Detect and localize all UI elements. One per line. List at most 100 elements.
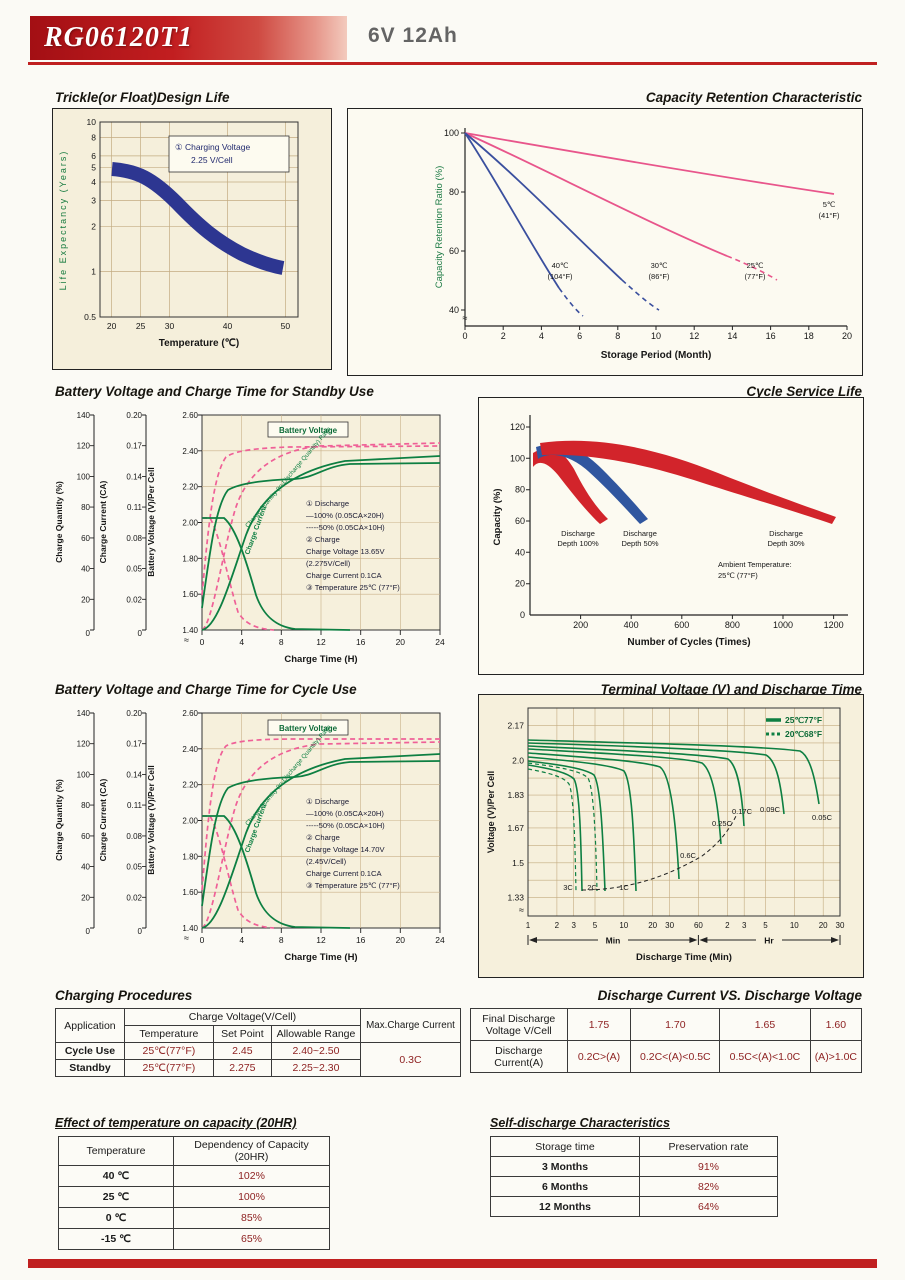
svg-text:0.05C: 0.05C: [812, 813, 833, 822]
svg-text:2: 2: [91, 222, 96, 232]
svg-text:0.09C: 0.09C: [760, 805, 781, 814]
curve-30c-solid: [464, 132, 623, 281]
svg-text:4: 4: [91, 177, 96, 187]
svg-text:② Charge: ② Charge: [306, 833, 340, 842]
svg-text:Depth 100%: Depth 100%: [557, 539, 599, 548]
svg-text:0: 0: [462, 331, 467, 341]
svg-text:20: 20: [396, 935, 406, 945]
current-curve-50pct: [202, 815, 275, 929]
svg-text:30℃: 30℃: [651, 261, 668, 270]
svg-text:1: 1: [526, 921, 531, 930]
quantity-curve-100pct: [201, 753, 441, 929]
conditions-legend: ① Discharge —100% (0.05CA×20H) -----50% (0…: [306, 797, 400, 890]
band-labels: Discharge Depth 100% Discharge Depth 50%…: [557, 529, 805, 548]
svg-text:60: 60: [449, 246, 459, 256]
svg-text:1.33: 1.33: [507, 893, 524, 903]
svg-text:10: 10: [651, 331, 661, 341]
svg-text:200: 200: [573, 620, 588, 630]
svg-text:(41°F): (41°F): [819, 211, 840, 220]
svg-text:② Charge: ② Charge: [306, 535, 340, 544]
legend-line-1: ① Charging Voltage: [175, 142, 250, 152]
svg-text:Discharge: Discharge: [561, 529, 595, 538]
svg-text:1.83: 1.83: [507, 790, 524, 800]
svg-text:-----50% (0.05CA×10H): -----50% (0.05CA×10H): [306, 523, 385, 532]
voltage-tag: Battery Voltage: [279, 724, 338, 733]
title-temp-capacity: Effect of temperature on capacity (20HR): [55, 1116, 297, 1130]
svg-text:Discharge: Discharge: [769, 529, 803, 538]
model-number: RG06120T1: [44, 22, 193, 53]
svg-text:(2.275V/Cell): (2.275V/Cell): [306, 559, 351, 568]
current-curve-100pct: [202, 517, 351, 631]
svg-text:0.05: 0.05: [126, 565, 142, 574]
table-row: 6 Months 82%: [490, 1176, 778, 1197]
svg-text:Discharge: Discharge: [623, 529, 657, 538]
x-tick-labels: 200 400 600 800 1000 1200: [573, 620, 844, 630]
current-axis-label: Charge Current (CA): [98, 779, 108, 862]
svg-text:3: 3: [742, 921, 747, 930]
x-axis-label: Storage Period (Month): [601, 350, 712, 361]
scale-separators: [527, 935, 841, 945]
ambient-line-2: 25℃ (77°F): [718, 571, 758, 580]
svg-text:4: 4: [239, 935, 244, 945]
terminal-voltage-chart: 25℃77°F 20℃68°F 3C 2C 1C 0.6C 0.25C 0.17C 0.09…: [478, 694, 864, 978]
curve-30c-dashed: [621, 279, 660, 311]
title-cycle-use: Battery Voltage and Charge Time for Cycl…: [55, 682, 357, 697]
current-zero: 0: [138, 927, 143, 936]
curve-005c: [527, 739, 820, 805]
design-life-band: [111, 162, 285, 275]
svg-text:0.08: 0.08: [126, 534, 142, 543]
svg-text:1.60: 1.60: [182, 590, 198, 599]
voltage-tag-box: [267, 719, 349, 736]
table-row: 12 Months 64%: [490, 1196, 778, 1217]
svg-text:0.05: 0.05: [126, 863, 142, 872]
svg-text:1000: 1000: [773, 620, 793, 630]
chart-frame: [478, 694, 864, 978]
svg-text:① Discharge: ① Discharge: [306, 797, 349, 806]
cycle-life-chart: Discharge Depth 100% Discharge Depth 50%…: [478, 397, 864, 675]
svg-text:100: 100: [444, 128, 459, 138]
table-row: 25 ℃ 100%: [58, 1186, 330, 1208]
svg-text:1.5: 1.5: [512, 858, 524, 868]
plot-border: [527, 707, 841, 917]
ambient-line-1: Ambient Temperature:: [718, 560, 792, 569]
standby-charge-chart: Battery Voltage Charge Quantity (to-Disc…: [54, 411, 445, 665]
svg-text:1.80: 1.80: [182, 852, 198, 861]
svg-text:40: 40: [515, 547, 525, 557]
voltage-tag-box: [267, 421, 349, 438]
title-cycle-life: Cycle Service Life: [746, 384, 862, 399]
svg-text:0: 0: [200, 637, 205, 647]
current-tick-labels: 0.20 0.17 0.14 0.11 0.08 0.05 0.02: [126, 709, 142, 902]
table-row: 3 Months 91%: [490, 1156, 778, 1177]
svg-text:8: 8: [91, 132, 96, 142]
svg-text:③ Temperature 25℃ (77°F): ③ Temperature 25℃ (77°F): [306, 583, 400, 592]
svg-text:40: 40: [449, 305, 459, 315]
cycle-use-charge-chart: Battery Voltage Charge Quantity (to-Disc…: [54, 709, 445, 963]
footer-rule: [28, 1259, 877, 1268]
extra-axes: [93, 713, 147, 928]
charging-procedures-table: Application Charge Voltage(V/Cell) Max.C…: [55, 1008, 461, 1077]
y-axis-label: Voltage (V)/Per Cell: [486, 771, 496, 853]
svg-text:Depth 30%: Depth 30%: [767, 539, 804, 548]
x-tick-marks: [464, 326, 848, 330]
svg-text:16: 16: [356, 935, 366, 945]
quantity-zero: 0: [86, 927, 91, 936]
svg-text:2.60: 2.60: [182, 411, 198, 420]
svg-text:2: 2: [725, 921, 730, 930]
model-badge: RG06120T1: [30, 16, 347, 60]
svg-text:0.08: 0.08: [126, 832, 142, 841]
svg-text:100: 100: [77, 472, 91, 481]
quantity-axis-label: Charge Quantity (%): [54, 779, 64, 861]
x-tick-labels: 0 2 4 6 8 10 12 14 16 18 20: [462, 331, 852, 341]
rate-labels: 3C 2C 1C 0.6C 0.25C 0.17C 0.09C 0.05C: [563, 805, 832, 892]
svg-text:2.17: 2.17: [507, 720, 524, 730]
svg-text:100: 100: [510, 453, 525, 463]
svg-text:2.20: 2.20: [182, 483, 198, 492]
svg-text:Charge Voltage 13.65V: Charge Voltage 13.65V: [306, 547, 385, 556]
plot-border: [99, 121, 299, 318]
svg-text:80: 80: [515, 485, 525, 495]
svg-text:80: 80: [81, 801, 90, 810]
curve-06c: [527, 752, 680, 880]
svg-text:0.14: 0.14: [126, 770, 142, 779]
voltage-tick-labels: 2.60 2.40 2.20 2.00 1.80 1.60 1.40: [182, 709, 198, 933]
